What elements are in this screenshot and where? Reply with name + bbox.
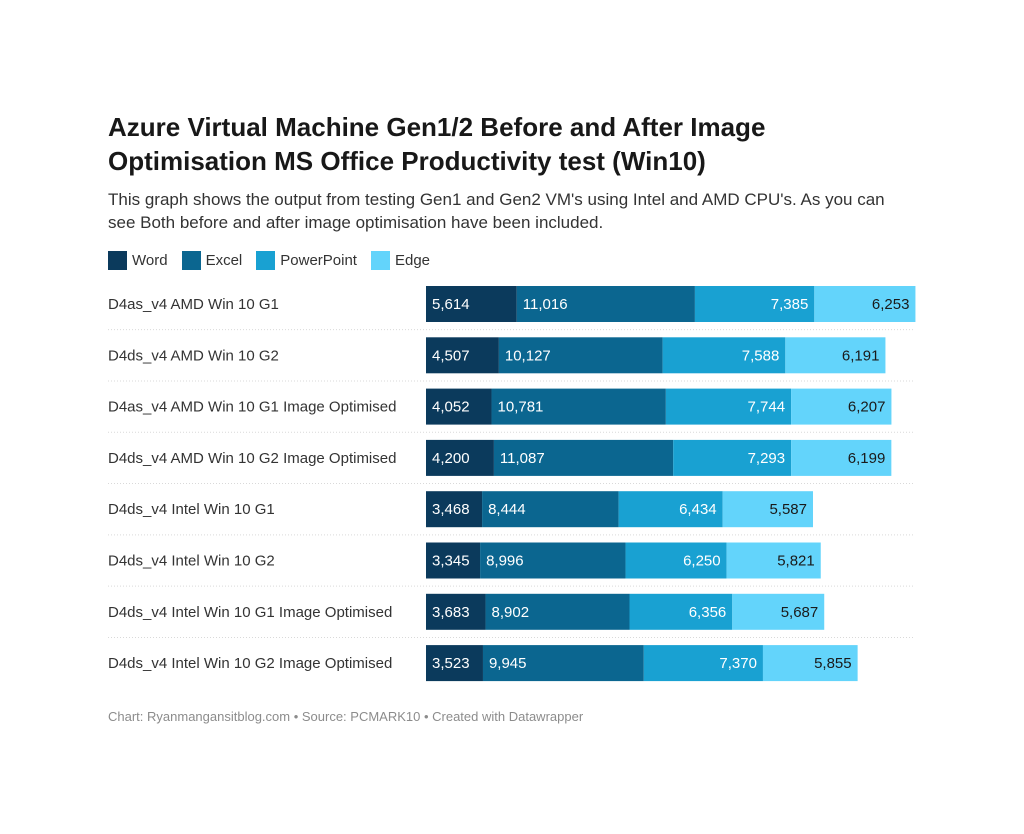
legend-label: Excel [205,251,243,269]
legend-swatch [370,250,390,270]
category-label: D4as_v4 AMD Win 10 G1 [108,296,279,313]
chart-title: Azure Virtual Machine Gen1/2 Before and … [108,112,766,176]
bar-segment-powerpoint [629,593,733,630]
bar-segment-word [426,542,481,579]
bar-segment-powerpoint [694,286,815,322]
category-label: D4ds_v4 Intel Win 10 G1 [108,501,275,518]
value-label: 6,199 [848,450,886,467]
bar-segment-word [426,439,494,476]
bar-row: D4ds_v4 Intel Win 10 G1 Image Optimised 3… [108,593,915,638]
value-label: 7,385 [771,296,809,313]
bar-segment-edge [791,439,892,476]
bar-segment-word [426,593,486,630]
category-label: D4as_v4 AMD Win 10 G1 Image Optimised [108,399,396,416]
legend-item-excel: Excel [181,250,243,270]
chart-footer: Chart: Ryanmangansitblog.com • Source: P… [108,709,584,724]
legend-item-powerpoint: PowerPoint [256,250,357,270]
value-label: 6,191 [842,347,880,364]
bar-segment-word [426,491,483,528]
legend-swatch [256,250,276,270]
chart-legend: Word Excel PowerPoint Edge [108,250,444,270]
legend-swatch [108,250,127,270]
bar-row: D4ds_v4 AMD Win 10 G2 4,507 10,127 7,588 6,1… [108,337,915,382]
bar-segment-powerpoint [625,542,727,579]
bar-row: D4as_v4 AMD Win 10 G1 Image Optimised 4,0… [108,388,915,433]
value-label: 6,253 [872,296,910,313]
bar-row: D4as_v4 AMD Win 10 G1 5,614 11,016 7,385 6,2… [108,286,916,331]
category-label: D4ds_v4 Intel Win 10 G2 Image Optimised [108,655,392,672]
category-label: D4ds_v4 AMD Win 10 G2 Image Optimised [108,450,396,467]
bar-row: D4ds_v4 Intel Win 10 G2 Image Optimised 3… [108,645,858,682]
bar-row: D4ds_v4 Intel Win 10 G2 3,345 8,996 6,250 5,… [108,542,915,587]
bar-segment-powerpoint [618,491,723,528]
value-label: 8,444 [488,501,526,518]
bar-segment-excel [482,645,644,682]
bar-segment-powerpoint [665,388,792,425]
legend-label: Edge [394,251,431,269]
bar-segment-edge [732,593,825,630]
value-label: 6,356 [689,604,727,621]
bar-segment-excel [516,286,695,322]
value-label: 5,687 [781,604,819,621]
bar-segment-edge [762,645,858,682]
bar-segment-word [426,286,517,322]
bar-segment-edge [726,542,821,579]
value-label: 10,781 [498,399,544,416]
value-label: 6,434 [679,501,717,518]
bar-segment-powerpoint [673,439,792,476]
value-label: 3,523 [432,655,470,672]
value-label: 5,855 [814,655,852,672]
category-label: D4ds_v4 Intel Win 10 G1 Image Optimised [108,604,392,621]
value-label: 7,588 [742,347,780,364]
value-label: 5,614 [432,296,470,313]
category-label: D4ds_v4 Intel Win 10 G2 [108,553,275,570]
bar-segment-powerpoint [643,645,763,682]
legend-label: Word [132,251,168,269]
value-label: 8,902 [492,604,530,621]
chart-subtitle: This graph shows the output from testing… [108,190,885,232]
value-label: 9,945 [489,655,527,672]
bar-segment-excel [498,337,663,374]
bar-row: D4ds_v4 Intel Win 10 G1 3,468 8,444 6,434 5,… [108,491,915,536]
category-label: D4ds_v4 AMD Win 10 G2 [108,347,279,364]
bar-segment-word [426,645,483,682]
bar-segment-excel [480,542,626,579]
legend-item-word: Word [108,250,168,270]
bar-segment-word [426,388,492,425]
value-label: 7,370 [719,655,757,672]
bar-segment-edge [814,286,916,322]
bar-row: D4ds_v4 AMD Win 10 G2 Image Optimised 4,2… [108,439,915,485]
value-label: 3,468 [432,501,470,518]
value-label: 6,207 [848,399,886,416]
bar-segment-edge [722,491,813,528]
value-label: 7,293 [748,450,786,467]
value-label: 11,087 [500,450,545,467]
bar-segment-excel [493,439,674,476]
legend-label: PowerPoint [280,251,357,269]
value-label: 4,200 [432,450,470,467]
legend-swatch [181,250,201,270]
bar-segment-excel [491,388,666,425]
value-label: 4,052 [432,399,470,416]
value-label: 3,683 [432,604,470,621]
bar-segment-word [426,337,499,374]
bar-segment-edge [791,388,892,425]
bar-segment-edge [785,337,886,374]
bar-segment-excel [482,491,619,528]
bar-segment-excel [485,593,630,630]
value-label: 7,744 [748,399,786,416]
value-label: 8,996 [486,553,524,570]
value-label: 5,587 [769,501,807,518]
value-label: 6,250 [683,553,721,570]
bar-segment-powerpoint [662,337,786,374]
value-label: 3,345 [432,553,470,570]
value-label: 4,507 [432,347,470,364]
legend-item-edge: Edge [370,250,431,270]
value-label: 10,127 [505,347,551,364]
value-label: 5,821 [777,553,815,570]
value-label: 11,016 [523,296,568,313]
